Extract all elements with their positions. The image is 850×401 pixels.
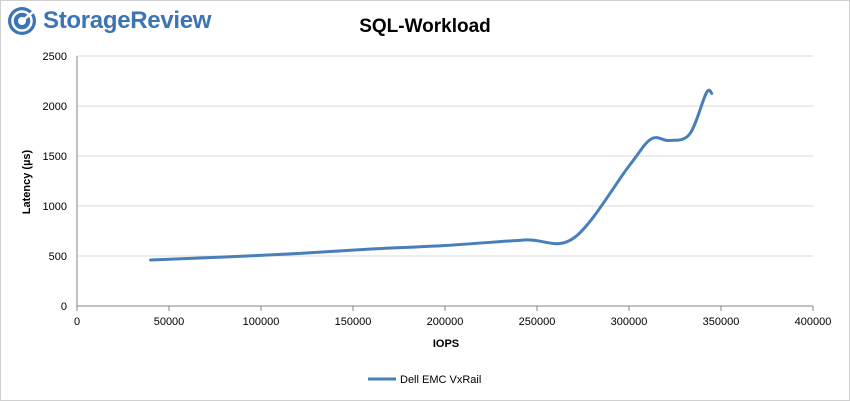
x-tick-label: 250000 — [519, 316, 556, 328]
y-tick-label: 2000 — [43, 101, 67, 113]
y-axis-ticks: 0 500 1000 1500 2000 2500 — [43, 51, 67, 313]
y-tick-label: 0 — [61, 301, 67, 313]
x-tick-label: 100000 — [243, 316, 280, 328]
storagereview-logo-icon — [8, 7, 36, 35]
y-tick-label: 500 — [49, 251, 67, 263]
y-tick-label: 1000 — [43, 201, 67, 213]
storagereview-logo: StorageReview — [7, 5, 211, 37]
y-tick-label: 1500 — [43, 151, 67, 163]
x-tick-label: 150000 — [335, 316, 372, 328]
legend: Dell EMC VxRail — [368, 374, 481, 386]
x-axis-ticks: 0 50000 100000 150000 200000 250000 300000 3500… — [74, 306, 831, 328]
series-layer — [149, 88, 714, 262]
x-tick-label: 300000 — [611, 316, 648, 328]
brand-name: StorageReview — [43, 7, 212, 34]
gridlines — [76, 55, 813, 307]
y-axis-title: Latency (µs) — [21, 149, 33, 214]
x-tick-label: 50000 — [154, 316, 185, 328]
x-tick-label: 200000 — [427, 316, 464, 328]
y-tick-label: 2500 — [43, 51, 67, 63]
x-axis-title: IOPS — [433, 338, 459, 350]
series-line — [149, 88, 714, 262]
chart-title: SQL-Workload — [359, 16, 491, 37]
x-tick-label: 350000 — [703, 316, 740, 328]
x-tick-label: 0 — [74, 316, 80, 328]
legend-label: Dell EMC VxRail — [400, 374, 481, 386]
x-tick-label: 400000 — [795, 316, 832, 328]
